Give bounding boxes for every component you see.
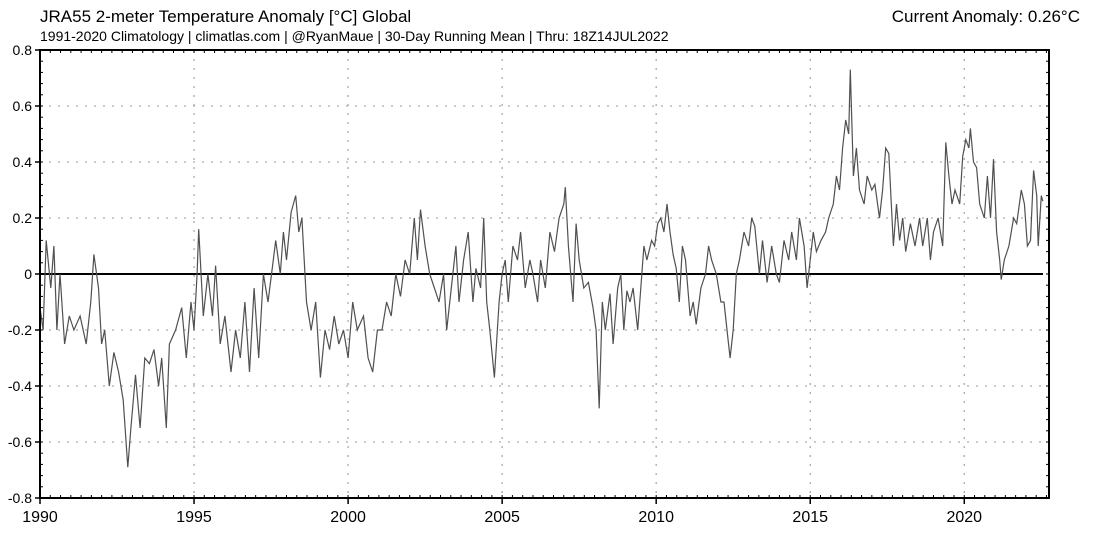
y-tick-label: 0.6 (13, 98, 33, 114)
x-tick-label: 2015 (792, 509, 828, 526)
y-tick-label: -0.6 (8, 434, 32, 450)
x-tick-label: 2005 (484, 509, 520, 526)
series-line (39, 69, 1044, 468)
y-tick-label: 0.4 (13, 154, 33, 170)
y-tick-label: -0.8 (8, 490, 32, 506)
x-tick-label: 1995 (176, 509, 212, 526)
y-tick-label: 0.2 (13, 210, 33, 226)
plot-frame (39, 49, 1050, 499)
y-tick-label: -0.2 (8, 322, 32, 338)
tick-labels: 0.8 0.6 0.4 0.2 0 -0.2 -0.4 -0.6 -0.8 1990 1995 200… (8, 42, 982, 526)
chart-subtitle: 1991-2020 Climatology | climatlas.com | … (40, 28, 669, 44)
grid (40, 50, 1049, 498)
x-tick-label: 1990 (22, 509, 58, 526)
current-anomaly: Current Anomaly: 0.26°C (891, 7, 1080, 26)
x-tick-label: 2000 (330, 509, 366, 526)
y-tick-label: 0 (24, 266, 32, 282)
x-tick-label: 2010 (638, 509, 674, 526)
y-tick-label: -0.4 (8, 378, 32, 394)
axis-ticks (35, 49, 1049, 504)
x-tick-label: 2020 (946, 509, 982, 526)
y-tick-label: 0.8 (13, 42, 33, 58)
chart-title: JRA55 2-meter Temperature Anomaly [°C] G… (40, 7, 412, 26)
